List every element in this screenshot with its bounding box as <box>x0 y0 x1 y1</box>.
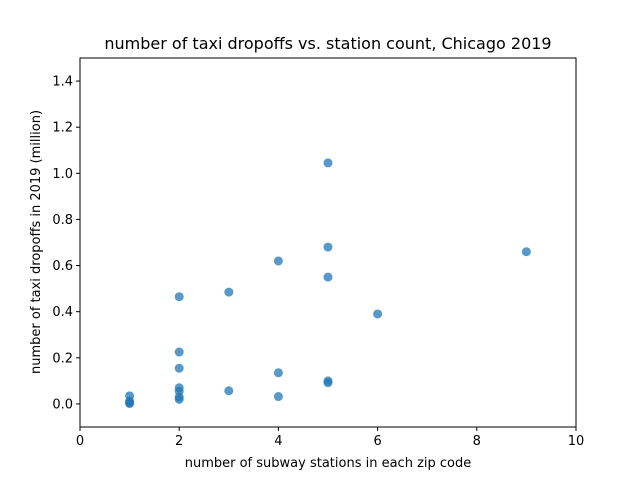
y-axis-label: number of taxi dropoffs in 2019 (million… <box>29 110 44 374</box>
chart-title: number of taxi dropoffs vs. station coun… <box>104 34 551 53</box>
x-tick-label: 0 <box>76 434 84 449</box>
data-point <box>174 292 184 302</box>
y-axis: 0.0 0.2 0.4 0.6 0.8 1.0 1.2 1.4 <box>52 75 80 412</box>
x-tick-label: 8 <box>473 434 481 449</box>
x-axis-label: number of subway stations in each zip co… <box>185 456 472 471</box>
x-tick-label: 4 <box>274 434 282 449</box>
y-tick-label: 0.0 <box>52 397 73 412</box>
data-point <box>323 158 333 168</box>
data-point <box>174 394 184 404</box>
y-tick-label: 0.8 <box>52 213 73 228</box>
x-tick-label: 10 <box>568 434 585 449</box>
y-tick-label: 1.0 <box>52 167 73 182</box>
data-point <box>323 378 333 388</box>
data-point <box>273 256 283 266</box>
data-point <box>373 309 383 319</box>
x-tick-label: 2 <box>175 434 183 449</box>
data-point <box>174 347 184 357</box>
y-tick-label: 0.4 <box>52 305 73 320</box>
y-tick-label: 1.4 <box>52 75 73 90</box>
data-point <box>323 242 333 252</box>
data-points <box>125 158 531 408</box>
data-point <box>323 272 333 282</box>
y-tick-label: 1.2 <box>52 121 73 136</box>
data-point <box>273 368 283 378</box>
y-tick-label: 0.2 <box>52 351 73 366</box>
data-point <box>224 287 234 297</box>
data-point <box>174 363 184 373</box>
data-point <box>521 247 531 257</box>
plot-frame <box>79 57 577 428</box>
plot-area: 0 2 4 6 8 10 0.0 0.2 0.4 0.6 0.8 1.0 1.2 1.4 <box>52 57 584 449</box>
data-point <box>273 392 283 402</box>
y-tick-label: 0.6 <box>52 259 73 274</box>
x-tick-label: 6 <box>373 434 381 449</box>
data-point <box>224 386 234 396</box>
data-point <box>125 398 135 408</box>
x-axis: 0 2 4 6 8 10 <box>76 427 584 449</box>
